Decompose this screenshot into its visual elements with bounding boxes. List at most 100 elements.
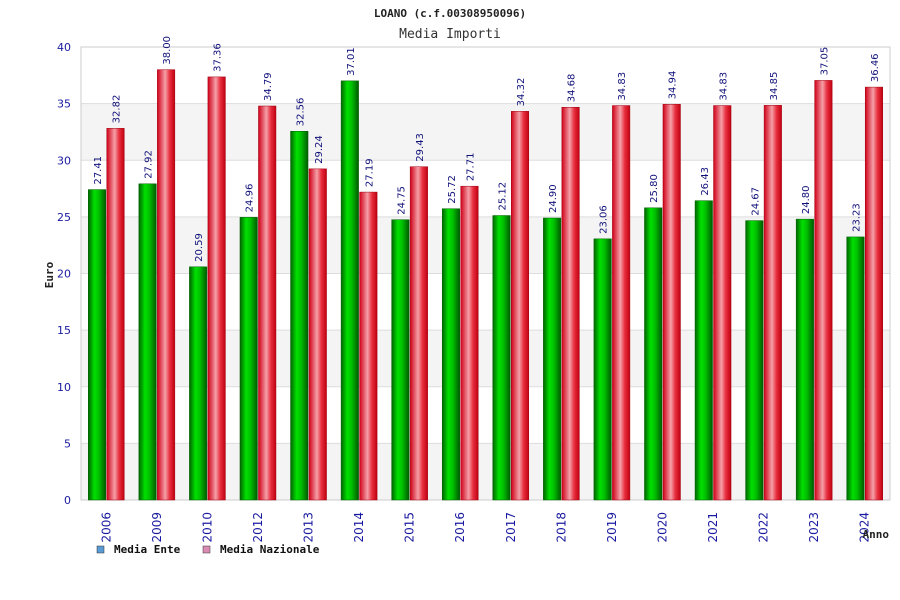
- value-label: 24.90: [548, 184, 559, 213]
- x-tick-label: 2021: [706, 512, 720, 543]
- legend-swatch-media-ente: [96, 545, 105, 554]
- bar-media-ente-2024: [846, 236, 865, 501]
- y-tick-label: 0: [64, 494, 71, 507]
- bar-media-ente-2013: [290, 131, 309, 501]
- chart-subtitle: Media Importi: [399, 27, 501, 42]
- y-tick-label: 20: [57, 268, 71, 281]
- value-label: 25.80: [649, 174, 660, 203]
- x-tick-label: 2016: [453, 512, 467, 543]
- value-label: 37.05: [819, 47, 830, 76]
- x-tick-label: 2015: [403, 512, 417, 543]
- bar-media-nazionale-2006: [106, 128, 125, 501]
- plot-frame: [80, 46, 891, 501]
- bar-media-ente-2010: [189, 266, 208, 501]
- value-label: 27.19: [364, 158, 375, 187]
- x-tick-label: 2018: [554, 512, 568, 543]
- value-label: 25.72: [447, 175, 458, 204]
- bar-media-nazionale-2009: [157, 69, 176, 501]
- bar-media-ente-2023: [795, 218, 814, 501]
- x-tick-label: 2022: [757, 512, 771, 543]
- value-label: 34.85: [769, 72, 780, 101]
- bar-media-ente-2012: [239, 217, 258, 501]
- x-tick-label: 2023: [807, 512, 821, 543]
- bar-media-ente-2018: [543, 217, 562, 501]
- y-axis-ticks: 0 5 10 15 20 25 30 35 40: [57, 41, 71, 507]
- value-label: 37.36: [213, 43, 224, 72]
- y-tick-label: 35: [57, 98, 71, 111]
- x-tick-label: 2013: [302, 512, 316, 543]
- bar-media-nazionale-2021: [713, 105, 732, 501]
- bar-media-nazionale-2016: [460, 185, 479, 501]
- value-label: 32.56: [295, 98, 306, 127]
- value-labels: 27.41 32.82 27.92 38.00 20.59 37.36 24.96 34.79…: [93, 36, 881, 262]
- value-label: 29.43: [415, 133, 426, 162]
- bar-media-ente-2019: [593, 238, 612, 501]
- value-label: 23.06: [599, 205, 610, 234]
- value-label: 25.12: [498, 182, 509, 211]
- value-label: 37.01: [346, 47, 357, 76]
- x-tick-label: 2014: [352, 512, 366, 543]
- y-tick-label: 30: [57, 154, 71, 167]
- bar-media-ente-2006: [88, 189, 107, 501]
- bar-media-nazionale-2013: [308, 168, 327, 501]
- x-tick-label: 2009: [150, 512, 164, 543]
- x-axis-ticks: 2006 2009 2010 2012 2013 2014 2015 2016 2017 2018…: [99, 512, 871, 543]
- value-label: 34.94: [668, 71, 679, 100]
- bar-media-nazionale-2023: [814, 80, 833, 501]
- value-label: 26.43: [700, 167, 711, 196]
- value-label: 27.71: [465, 153, 476, 182]
- bar-media-nazionale-2018: [561, 106, 580, 501]
- value-label: 34.32: [516, 78, 527, 107]
- y-axis-label: Euro: [43, 261, 56, 288]
- bar-media-ente-2021: [694, 200, 713, 501]
- value-label: 24.75: [396, 186, 407, 215]
- y-tick-label: 10: [57, 381, 71, 394]
- value-label: 27.92: [144, 150, 155, 179]
- value-label: 24.96: [245, 184, 256, 213]
- value-label: 34.83: [718, 72, 729, 101]
- value-label: 27.41: [93, 156, 104, 185]
- bar-media-ente-2022: [745, 220, 764, 501]
- value-label: 32.82: [112, 95, 123, 124]
- bar-media-nazionale-2014: [359, 191, 378, 501]
- legend-swatch-media-nazionale: [202, 545, 211, 554]
- value-label: 34.68: [567, 74, 578, 103]
- bar-media-ente-2017: [492, 215, 511, 501]
- bar-media-ente-2016: [441, 208, 460, 501]
- y-tick-label: 15: [57, 324, 71, 337]
- legend-label-media-ente: Media Ente: [114, 543, 181, 556]
- value-label: 34.79: [263, 72, 274, 101]
- bar-media-ente-2014: [340, 80, 359, 501]
- x-tick-label: 2012: [251, 512, 265, 543]
- legend-label-media-nazionale: Media Nazionale: [220, 543, 320, 556]
- value-label: 38.00: [162, 36, 173, 65]
- bar-media-nazionale-2017: [511, 111, 530, 501]
- x-tick-label: 2024: [858, 512, 872, 543]
- bar-media-ente-2009: [138, 183, 157, 501]
- x-tick-label: 2017: [504, 512, 518, 543]
- value-label: 24.80: [801, 185, 812, 214]
- x-tick-label: 2010: [200, 512, 214, 543]
- x-tick-label: 2006: [99, 512, 113, 543]
- bar-media-nazionale-2019: [612, 105, 631, 501]
- y-tick-label: 5: [64, 437, 71, 450]
- bar-media-nazionale-2010: [207, 76, 226, 501]
- value-label: 34.83: [617, 72, 628, 101]
- value-label: 29.24: [314, 135, 325, 164]
- bars: [88, 69, 883, 501]
- x-tick-label: 2019: [605, 512, 619, 543]
- bar-media-nazionale-2012: [258, 105, 277, 501]
- value-label: 20.59: [194, 233, 205, 262]
- bar-media-ente-2015: [391, 219, 410, 501]
- bar-media-nazionale-2024: [864, 86, 883, 501]
- bar-media-nazionale-2020: [662, 104, 681, 501]
- bar-media-nazionale-2015: [409, 166, 428, 501]
- x-tick-label: 2020: [655, 512, 669, 543]
- legend: Media Ente Media Nazionale: [96, 543, 320, 556]
- y-tick-label: 40: [57, 41, 71, 54]
- bar-media-ente-2020: [644, 207, 663, 501]
- value-label: 36.46: [870, 53, 881, 82]
- x-axis-label: Anno: [863, 528, 890, 541]
- chart-title: LOANO (c.f.00308950096): [374, 7, 526, 20]
